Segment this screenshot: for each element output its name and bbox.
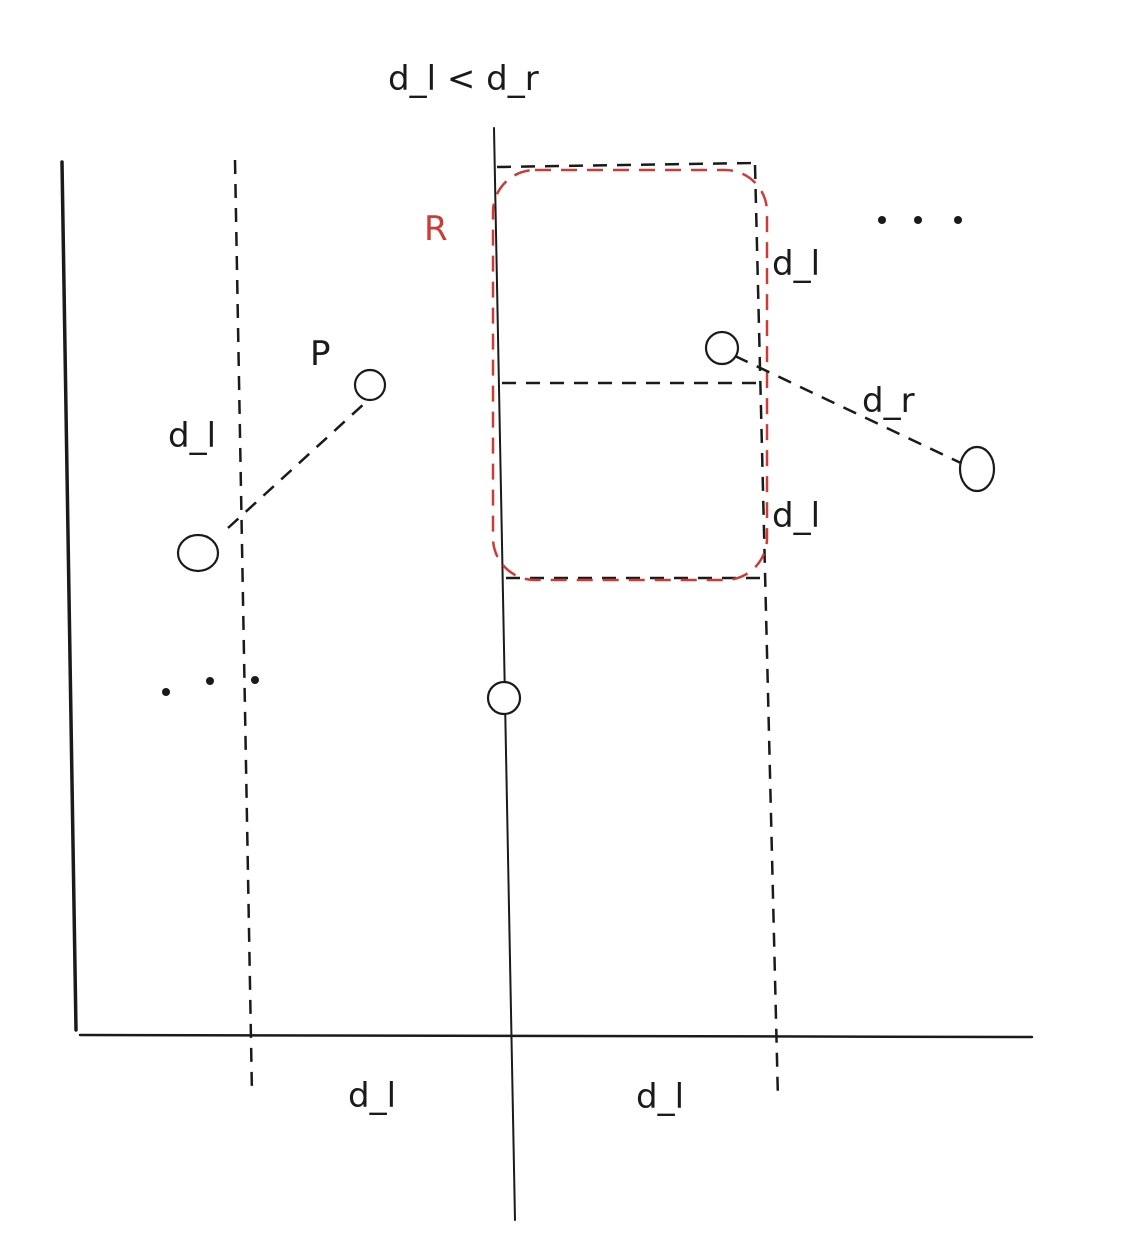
point-p bbox=[353, 368, 387, 402]
strip-height-upper-label: d_l bbox=[772, 244, 820, 284]
region-r-outline bbox=[491, 168, 769, 582]
title-label: d_l < d_r bbox=[388, 59, 539, 99]
ellipsis-dot bbox=[954, 216, 962, 224]
point-p-label: P bbox=[310, 334, 331, 374]
ellipsis-dot bbox=[914, 216, 922, 224]
dividing-line bbox=[493, 127, 516, 1221]
strip-height-lower-label: d_l bbox=[772, 496, 820, 536]
bottom-left-width-label: d_l bbox=[348, 1076, 396, 1116]
rect-top-edge bbox=[496, 161, 756, 169]
bottom-right-width-label: d_l bbox=[636, 1077, 684, 1117]
left-pair-connector bbox=[227, 401, 367, 529]
y-axis bbox=[60, 160, 78, 1032]
right-pair-connector bbox=[734, 354, 966, 467]
region-label: R bbox=[424, 209, 448, 249]
ellipsis-dot bbox=[251, 676, 259, 684]
ellipsis-dot bbox=[878, 216, 886, 224]
x-axis bbox=[78, 1033, 1034, 1039]
right-distance-label: d_r bbox=[862, 381, 915, 421]
right-strip-boundary bbox=[753, 164, 780, 1101]
ellipsis-dot bbox=[162, 688, 170, 696]
right-point bbox=[958, 445, 996, 493]
left-strip-boundary bbox=[233, 159, 254, 1096]
divider-point bbox=[486, 680, 522, 716]
region-point bbox=[704, 330, 740, 366]
left-distance-label: d_l bbox=[168, 416, 216, 456]
ellipsis-dot bbox=[206, 677, 214, 685]
left-point bbox=[176, 533, 220, 573]
